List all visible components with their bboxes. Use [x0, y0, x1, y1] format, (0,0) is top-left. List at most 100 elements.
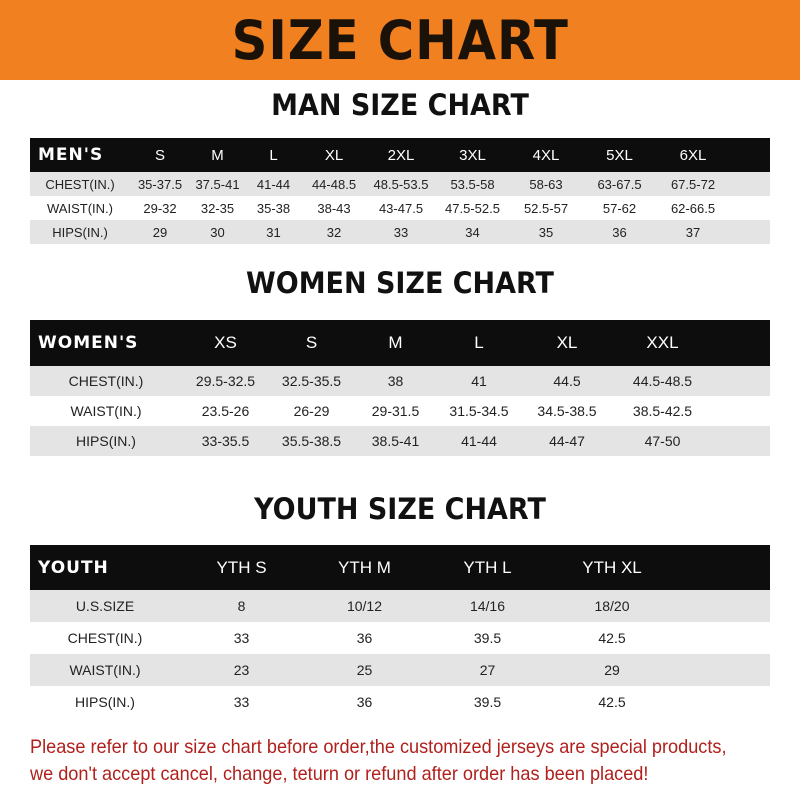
table-row: WAIST(IN.) 23.5-26 26-29 29-31.5 31.5-34.5 34…	[30, 396, 770, 426]
youth-title: YOUTH SIZE CHART	[254, 492, 546, 526]
men-title: MAN SIZE CHART	[271, 88, 529, 122]
value-cell: 44.5-48.5	[632, 373, 693, 389]
value-cell: 48.5-53.5	[373, 176, 429, 192]
value-cell: 34.5-38.5	[537, 403, 597, 419]
table-row: HIPS(IN.) 33-35.5 35.5-38.5 38.5-41 41-44 44-…	[30, 426, 770, 456]
value-cell: 58-63	[529, 176, 563, 192]
value-cell: 35-37.5	[137, 176, 183, 192]
size-header-cell: 3XL	[459, 146, 486, 164]
table-header-row: YOUTH YTH S YTH M YTH L YTH XL	[30, 545, 770, 590]
value-cell: 32.5-35.5	[281, 373, 342, 389]
table-header-row: WOMEN'S XS S M L XL XXL	[30, 320, 770, 366]
value-cell: 43-47.5	[378, 200, 424, 216]
table-title-cell: YOUTH	[38, 557, 109, 578]
value-cell: 32	[326, 224, 342, 240]
value-cell: 37	[685, 224, 701, 240]
row-label-cell: WAIST(IN.)	[69, 662, 141, 678]
value-cell: 41	[471, 373, 487, 389]
row-label-cell: U.S.SIZE	[75, 598, 135, 614]
value-cell: 29	[604, 662, 620, 678]
size-header-cell: YTH M	[338, 557, 391, 577]
value-cell: 33	[233, 694, 250, 710]
size-header-cell: XS	[214, 333, 237, 352]
table-title-cell: MEN'S	[38, 145, 104, 165]
value-cell: 33	[393, 224, 409, 240]
value-cell: 53.5-58	[450, 176, 495, 192]
banner: SIZE CHART	[0, 0, 800, 80]
size-header-cell: L	[269, 146, 278, 164]
value-cell: 41-44	[256, 176, 291, 192]
value-cell: 29-32	[143, 200, 177, 216]
value-cell: 63-67.5	[597, 176, 642, 192]
value-cell: 52.5-57	[523, 200, 569, 216]
size-header-cell: 4XL	[532, 146, 560, 164]
table-row: CHEST(IN.) 35-37.5 37.5-41 41-44 44-48.5 48.5…	[30, 172, 770, 196]
table-row: HIPS(IN.) 29 30 31 32 33 34 35 36 37	[30, 220, 770, 244]
value-cell: 31.5-34.5	[449, 403, 509, 419]
value-cell: 44.5	[553, 373, 581, 389]
value-cell: 38-43	[317, 200, 351, 216]
value-cell: 47.5-52.5	[445, 200, 500, 216]
note-line: we don't accept cancel, change, teturn o…	[30, 763, 649, 785]
value-cell: 35	[538, 224, 554, 240]
value-cell: 57-62	[602, 200, 637, 216]
value-cell: 47-50	[644, 433, 681, 449]
value-cell: 39.5	[473, 630, 502, 646]
value-cell: 25	[356, 662, 373, 678]
value-cell: 35-38	[256, 200, 291, 216]
value-cell: 33	[233, 630, 250, 646]
value-cell: 27	[479, 662, 496, 678]
row-label-cell: HIPS(IN.)	[76, 433, 136, 449]
table-row: CHEST(IN.) 29.5-32.5 32.5-35.5 38 41 44.5 44.5…	[30, 366, 770, 396]
row-label-cell: WAIST(IN.)	[70, 403, 142, 419]
value-cell: 62-66.5	[670, 200, 716, 216]
table-row: WAIST(IN.) 23 25 27 29	[30, 654, 770, 686]
youth-size-table: YOUTH YTH S YTH M YTH L YTH XL U.S.SIZE 8 10/12…	[30, 545, 770, 718]
value-cell: 8	[237, 598, 246, 614]
size-header-cell: XL	[324, 146, 344, 164]
value-cell: 38.5-41	[371, 433, 420, 449]
size-header-cell: L	[474, 333, 484, 352]
value-cell: 29.5-32.5	[195, 373, 256, 389]
value-cell: 36	[612, 224, 627, 240]
value-cell: 37.5-41	[195, 176, 240, 192]
value-cell: 14/16	[469, 598, 506, 614]
table-row: WAIST(IN.) 29-32 32-35 35-38 38-43 43-47.5 47.…	[30, 196, 770, 220]
table-row: CHEST(IN.) 33 36 39.5 42.5	[30, 622, 770, 654]
table-title-cell: WOMEN'S	[38, 333, 139, 353]
row-label-cell: CHEST(IN.)	[45, 176, 115, 192]
value-cell: 41-44	[461, 433, 497, 449]
size-header-cell: XL	[556, 333, 578, 352]
size-header-cell: S	[305, 333, 318, 352]
women-size-table: WOMEN'S XS S M L XL XXL CHEST(IN.) 29.5-32.5 32.5…	[30, 320, 770, 456]
size-header-cell: YTH XL	[582, 557, 642, 577]
value-cell: 18/20	[594, 598, 630, 614]
value-cell: 10/12	[346, 598, 383, 614]
disclaimer-note: Please refer to our size chart before or…	[30, 734, 737, 788]
size-header-cell: M	[211, 146, 224, 164]
value-cell: 33-35.5	[201, 433, 250, 449]
value-cell: 32-35	[200, 200, 235, 216]
men-size-table: MEN'S S M L XL 2XL 3XL 4XL 5XL 6XL CHEST(IN.) 35-37…	[30, 138, 770, 244]
value-cell: 38	[387, 373, 404, 389]
value-cell: 36	[356, 694, 373, 710]
row-label-cell: CHEST(IN.)	[68, 373, 144, 389]
row-label-cell: HIPS(IN.)	[52, 224, 108, 240]
value-cell: 35.5-38.5	[281, 433, 342, 449]
value-cell: 38.5-42.5	[632, 403, 693, 419]
row-label-cell: WAIST(IN.)	[47, 200, 113, 216]
table-row: U.S.SIZE 8 10/12 14/16 18/20	[30, 590, 770, 622]
size-header-cell: M	[388, 333, 403, 352]
size-header-cell: 5XL	[606, 146, 633, 164]
women-title: WOMEN SIZE CHART	[246, 266, 554, 300]
note-line: Please refer to our size chart before or…	[30, 736, 727, 758]
row-label-cell: CHEST(IN.)	[67, 630, 143, 646]
value-cell: 34	[465, 224, 480, 240]
value-cell: 42.5	[598, 694, 626, 710]
value-cell: 30	[210, 224, 225, 240]
size-header-cell: XXL	[646, 333, 679, 352]
value-cell: 44-48.5	[311, 176, 357, 192]
size-header-cell: S	[154, 146, 165, 164]
value-cell: 31	[266, 224, 281, 240]
size-header-cell: 2XL	[387, 146, 415, 164]
